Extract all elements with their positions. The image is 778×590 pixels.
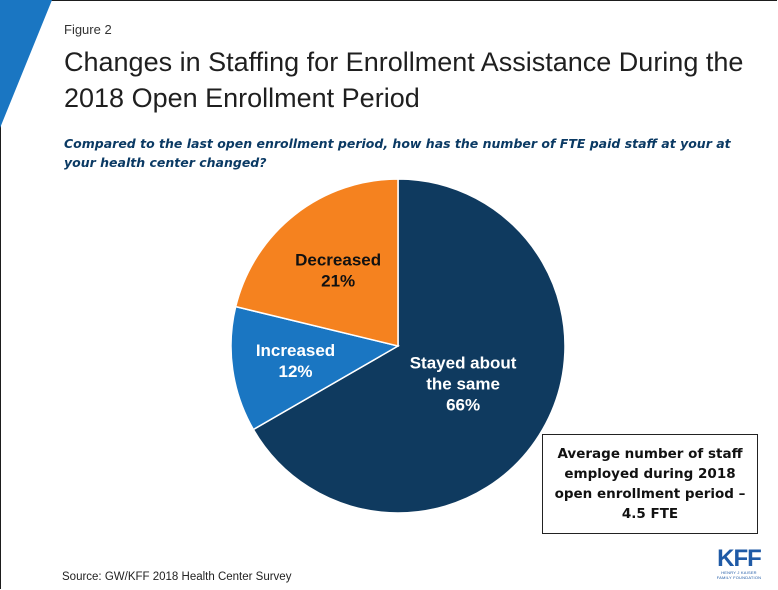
- pie-slice-1: [230, 305, 400, 431]
- slice-category-label: the same: [426, 375, 500, 394]
- survey-question: Compared to the last open enrollment per…: [64, 136, 731, 170]
- pie-labels: Stayed about the same 66% Increased 12% Decre…: [256, 250, 517, 414]
- pie-slice-2: [234, 178, 399, 347]
- slice-percent-label: 21%: [321, 271, 355, 290]
- slice-category-label: Increased: [256, 341, 335, 360]
- average-staff-note-text: Average number of staff employed during …: [554, 446, 746, 522]
- slice-category-label: Decreased: [295, 250, 381, 269]
- chart-title: Changes in Staffing for Enrollment Assis…: [64, 47, 744, 113]
- kff-logo-text: KFF: [717, 545, 762, 572]
- slice-percent-label: 12%: [278, 362, 312, 381]
- corner-accent: [0, 0, 52, 128]
- slice-category-label: Stayed about: [410, 354, 517, 373]
- kff-logo: KFF HENRY J KAISER FAMILY FOUNDATION: [715, 545, 763, 581]
- pie-slice-0: [252, 178, 566, 514]
- pie-slices: [230, 178, 566, 514]
- figure-label: Figure 2: [64, 22, 112, 37]
- kff-logo-subtext: HENRY J KAISER FAMILY FOUNDATION: [716, 570, 762, 580]
- average-staff-note: Average number of staff employed during …: [542, 434, 758, 534]
- source-note: Source: GW/KFF 2018 Health Center Survey: [62, 571, 292, 583]
- slice-percent-label: 66%: [446, 396, 480, 415]
